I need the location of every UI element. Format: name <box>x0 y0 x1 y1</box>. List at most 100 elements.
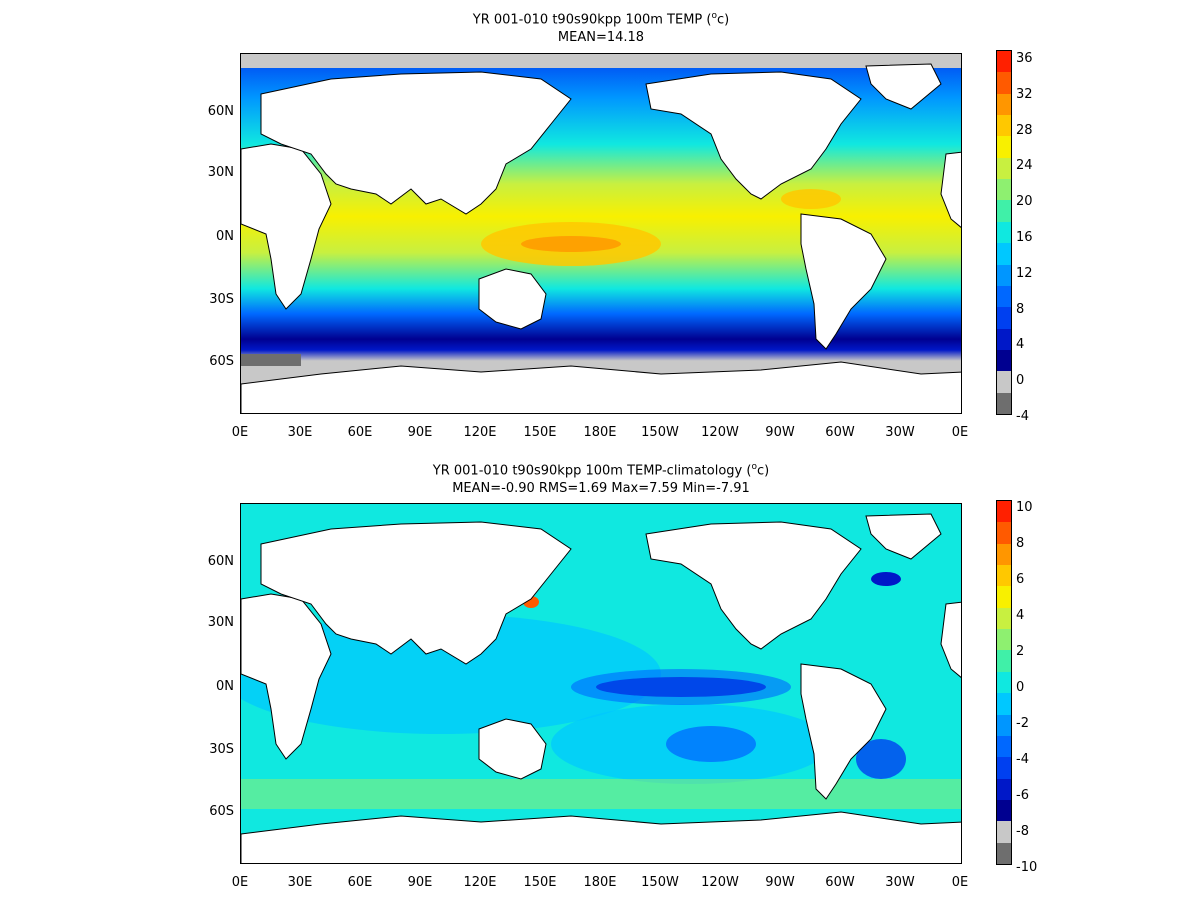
bottom-lon-7: 150W <box>641 875 679 890</box>
top-lat-30S: 30S <box>209 292 234 307</box>
top-cb-label-6: 12 <box>1016 266 1033 281</box>
bottom-title-sup: o <box>751 462 757 472</box>
bottom-map <box>241 504 961 863</box>
colorbar-segment <box>997 778 1011 801</box>
bottom-lon-5: 150E <box>523 875 557 890</box>
colorbar-segment <box>997 543 1011 566</box>
top-land-africa-west <box>940 151 961 228</box>
top-map-panel <box>240 53 962 414</box>
bottom-cb-label-9: -8 <box>1016 824 1029 839</box>
colorbar-segment <box>997 307 1011 330</box>
bottom-lat-30S: 30S <box>209 742 234 757</box>
bottom-cold-tongue-edge <box>571 669 791 705</box>
top-subtitle: MEAN=14.18 <box>557 30 645 45</box>
top-land-australia <box>478 268 547 330</box>
top-lon-4: 120E <box>463 425 497 440</box>
bottom-lon-11: 30W <box>885 875 915 890</box>
top-cb-label-8: 4 <box>1016 337 1025 352</box>
colorbar-segment <box>997 821 1011 844</box>
colorbar-segment <box>997 285 1011 308</box>
top-title-sup: o <box>711 11 717 21</box>
bottom-cb-label-8: -6 <box>1016 788 1029 803</box>
top-cb-label-10: -4 <box>1016 409 1029 424</box>
top-lon-6: 180E <box>583 425 617 440</box>
colorbar-segment <box>997 671 1011 694</box>
colorbar-segment <box>997 93 1011 116</box>
top-lon-1: 30E <box>287 425 313 440</box>
bottom-land-africa-east <box>241 593 332 760</box>
top-land <box>241 63 961 413</box>
bottom-lon-1: 30E <box>287 875 313 890</box>
top-lon-9: 90W <box>765 425 795 440</box>
bottom-map-panel <box>240 503 962 864</box>
top-title: YR 001-010 t90s90kpp 100m TEMP (oc) <box>240 8 962 28</box>
bottom-cb-label-2: 6 <box>1016 572 1025 587</box>
bottom-cb-label-6: -2 <box>1016 716 1029 731</box>
bottom-lon-4: 120E <box>463 875 497 890</box>
colorbar-segment <box>997 565 1011 587</box>
bottom-lon-8: 120W <box>701 875 739 890</box>
colorbar-segment <box>997 714 1011 737</box>
bottom-lat-30N: 30N <box>207 615 234 630</box>
top-cb-label-7: 8 <box>1016 302 1025 317</box>
top-land-africa-east <box>241 143 332 310</box>
bottom-land-northamerica <box>645 521 862 650</box>
bottom-land-africa-west <box>940 601 961 678</box>
bottom-lat-60S: 60S <box>209 804 234 819</box>
bottom-subtitle: MEAN=-0.90 RMS=1.69 Max=7.59 Min=-7.91 <box>452 481 750 496</box>
top-land-southamerica <box>800 213 887 350</box>
colorbar-segment <box>997 115 1011 137</box>
colorbar-segment <box>997 501 1011 523</box>
bottom-cb-label-4: 2 <box>1016 644 1025 659</box>
top-lon-11: 30W <box>885 425 915 440</box>
colorbar-segment <box>997 586 1011 609</box>
bottom-land <box>241 513 961 863</box>
colorbar-segment <box>997 51 1011 73</box>
bottom-land-southamerica <box>800 663 887 800</box>
top-lon-3: 90E <box>407 425 433 440</box>
bottom-cb-label-3: 4 <box>1016 608 1025 623</box>
top-lat-30N: 30N <box>207 165 234 180</box>
colorbar-segment <box>997 629 1011 651</box>
bottom-lon-6: 180E <box>583 875 617 890</box>
colorbar-segment <box>997 200 1011 223</box>
colorbar-segment <box>997 607 1011 630</box>
top-title-text: YR 001-010 t90s90kpp 100m TEMP ( <box>472 12 712 28</box>
colorbar-segment <box>997 264 1011 287</box>
bottom-southern-green <box>241 779 961 809</box>
colorbar-segment <box>997 243 1011 266</box>
colorbar-segment <box>997 179 1011 201</box>
bottom-land-australia <box>478 718 547 780</box>
colorbar-segment <box>997 693 1011 716</box>
bottom-gulfstream-cold <box>871 572 901 586</box>
bottom-anomaly-band-1 <box>241 614 661 734</box>
bottom-cb-label-0: 10 <box>1016 500 1033 515</box>
top-cb-label-5: 16 <box>1016 230 1033 245</box>
colorbar-segment <box>997 392 1011 415</box>
bottom-cb-label-1: 8 <box>1016 536 1025 551</box>
top-land-greenland <box>865 63 942 110</box>
top-lon-8: 120W <box>701 425 739 440</box>
top-warm-core <box>521 236 621 252</box>
bottom-land-eurasia <box>260 521 572 665</box>
top-antarctic-shelf <box>241 354 301 366</box>
bottom-lon-9: 90W <box>765 875 795 890</box>
bottom-cb-label-7: -4 <box>1016 752 1029 767</box>
top-lon-5: 150E <box>523 425 557 440</box>
bottom-lon-10: 60W <box>825 875 855 890</box>
top-lon-7: 150W <box>641 425 679 440</box>
colorbar-segment <box>997 650 1011 673</box>
bottom-lat-60N: 60N <box>207 554 234 569</box>
colorbar-segment <box>997 735 1011 758</box>
top-lon-2: 60E <box>347 425 373 440</box>
top-lat-60S: 60S <box>209 354 234 369</box>
colorbar-segment <box>997 136 1011 159</box>
top-colorbar <box>996 50 1012 415</box>
top-cb-label-9: 0 <box>1016 373 1025 388</box>
bottom-title: YR 001-010 t90s90kpp 100m TEMP-climatolo… <box>240 459 962 479</box>
top-title-tail: c) <box>716 12 730 28</box>
top-cb-label-3: 24 <box>1016 158 1033 173</box>
top-cb-label-1: 32 <box>1016 87 1033 102</box>
bottom-colorbar <box>996 500 1012 865</box>
bottom-cb-label-10: -10 <box>1016 860 1038 875</box>
